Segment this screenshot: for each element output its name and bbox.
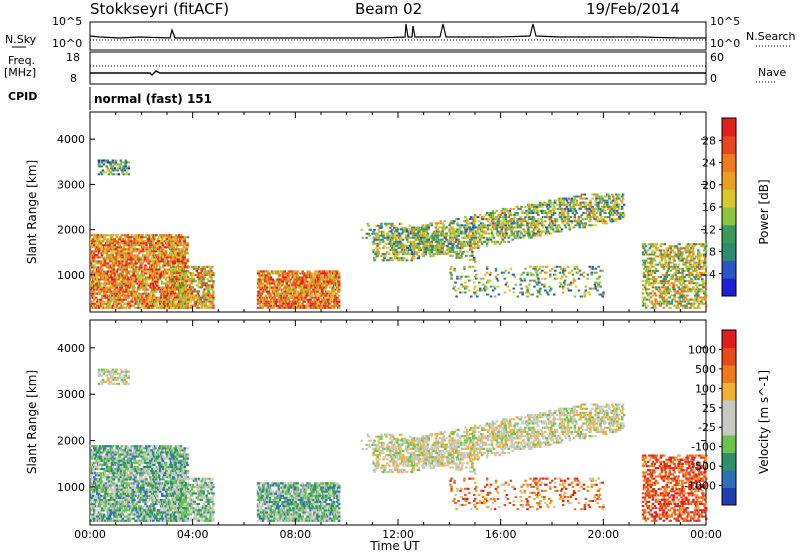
freq-panel [90, 52, 706, 84]
noise-sky-trace [90, 24, 706, 38]
y-tick-label: 4000 [57, 342, 85, 355]
power-y-axis-label: Slant Range [km] [25, 160, 39, 264]
colorbar-swatch [722, 118, 736, 136]
colorbar-tick-label: -1000 [684, 480, 716, 493]
data-cells [90, 369, 708, 522]
colorbar-swatch [722, 225, 736, 243]
colorbar-swatch [722, 330, 736, 348]
colorbar-tick-label: 16 [702, 201, 716, 214]
colorbar-tick-label: 20 [702, 179, 716, 192]
x-axis-label: Time UT [369, 539, 420, 553]
velocity-colorbar-label: Velocity [m s^-1] [757, 370, 771, 474]
colorbar-swatch [722, 260, 736, 278]
y-tick-label: 2000 [57, 435, 85, 448]
velocity-y-axis-label: Slant Range [km] [25, 370, 39, 474]
colorbar-tick-label: 4 [709, 268, 716, 281]
colorbar-swatch [722, 136, 736, 154]
colorbar-swatch [722, 400, 736, 418]
power-colorbar: 28 24 20 16 12 8 4 [702, 118, 736, 297]
colorbar-swatch [722, 470, 736, 488]
rti-plot: 1000 2000 3000 4000 1000 2000 3000 4000 00:00 0… [0, 0, 800, 554]
colorbar-swatch [722, 488, 736, 506]
colorbar-swatch [722, 171, 736, 189]
colorbar-tick-label: -100 [691, 441, 716, 454]
power-colorbar-label: Power [dB] [757, 179, 771, 244]
colorbar-tick-label: 500 [695, 363, 716, 376]
colorbar-tick-label: 28 [702, 134, 716, 147]
colorbar-tick-label: 100 [695, 382, 716, 395]
colorbar-swatch [722, 435, 736, 453]
power-panel: 1000 2000 3000 4000 [57, 112, 708, 312]
colorbar-tick-label: -500 [691, 460, 716, 473]
y-tick-label: 4000 [57, 133, 85, 146]
colorbar-swatch [722, 207, 736, 225]
colorbar-swatch [722, 278, 736, 296]
noise-panel [90, 22, 706, 50]
colorbar-tick-label: 24 [702, 157, 716, 170]
y-tick-label: 3000 [57, 388, 85, 401]
y-tick-label: 2000 [57, 224, 85, 237]
colorbar-tick-label: 8 [709, 246, 716, 259]
x-tick-label: 16:00 [485, 528, 517, 541]
x-tick-label: 00:00 [74, 528, 106, 541]
colorbar-swatch [722, 365, 736, 383]
x-tick-label: 20:00 [587, 528, 619, 541]
x-tick-label: 08:00 [279, 528, 311, 541]
colorbar-tick-label: 25 [702, 402, 716, 415]
colorbar-swatch [722, 418, 736, 436]
colorbar-swatch [722, 243, 736, 261]
colorbar-swatch [722, 348, 736, 366]
colorbar-swatch [722, 453, 736, 471]
data-cells [90, 160, 708, 309]
colorbar-tick-label: 1000 [688, 343, 716, 356]
colorbar-tick-label: -25 [698, 421, 716, 434]
colorbar-swatch [722, 189, 736, 207]
y-tick-label: 1000 [57, 481, 85, 494]
colorbar-tick-label: 12 [702, 223, 716, 236]
colorbar-swatch [722, 154, 736, 172]
velocity-panel: 1000 2000 3000 4000 [57, 320, 708, 525]
y-tick-label: 3000 [57, 178, 85, 191]
colorbar-swatch [722, 383, 736, 401]
x-tick-label: 00:00 [690, 528, 722, 541]
x-tick-label: 04:00 [177, 528, 209, 541]
velocity-colorbar: 1000 500 100 25 -25 -100 -500 -1000 [684, 330, 736, 506]
y-tick-label: 1000 [57, 269, 85, 282]
nave-trace [90, 71, 706, 75]
